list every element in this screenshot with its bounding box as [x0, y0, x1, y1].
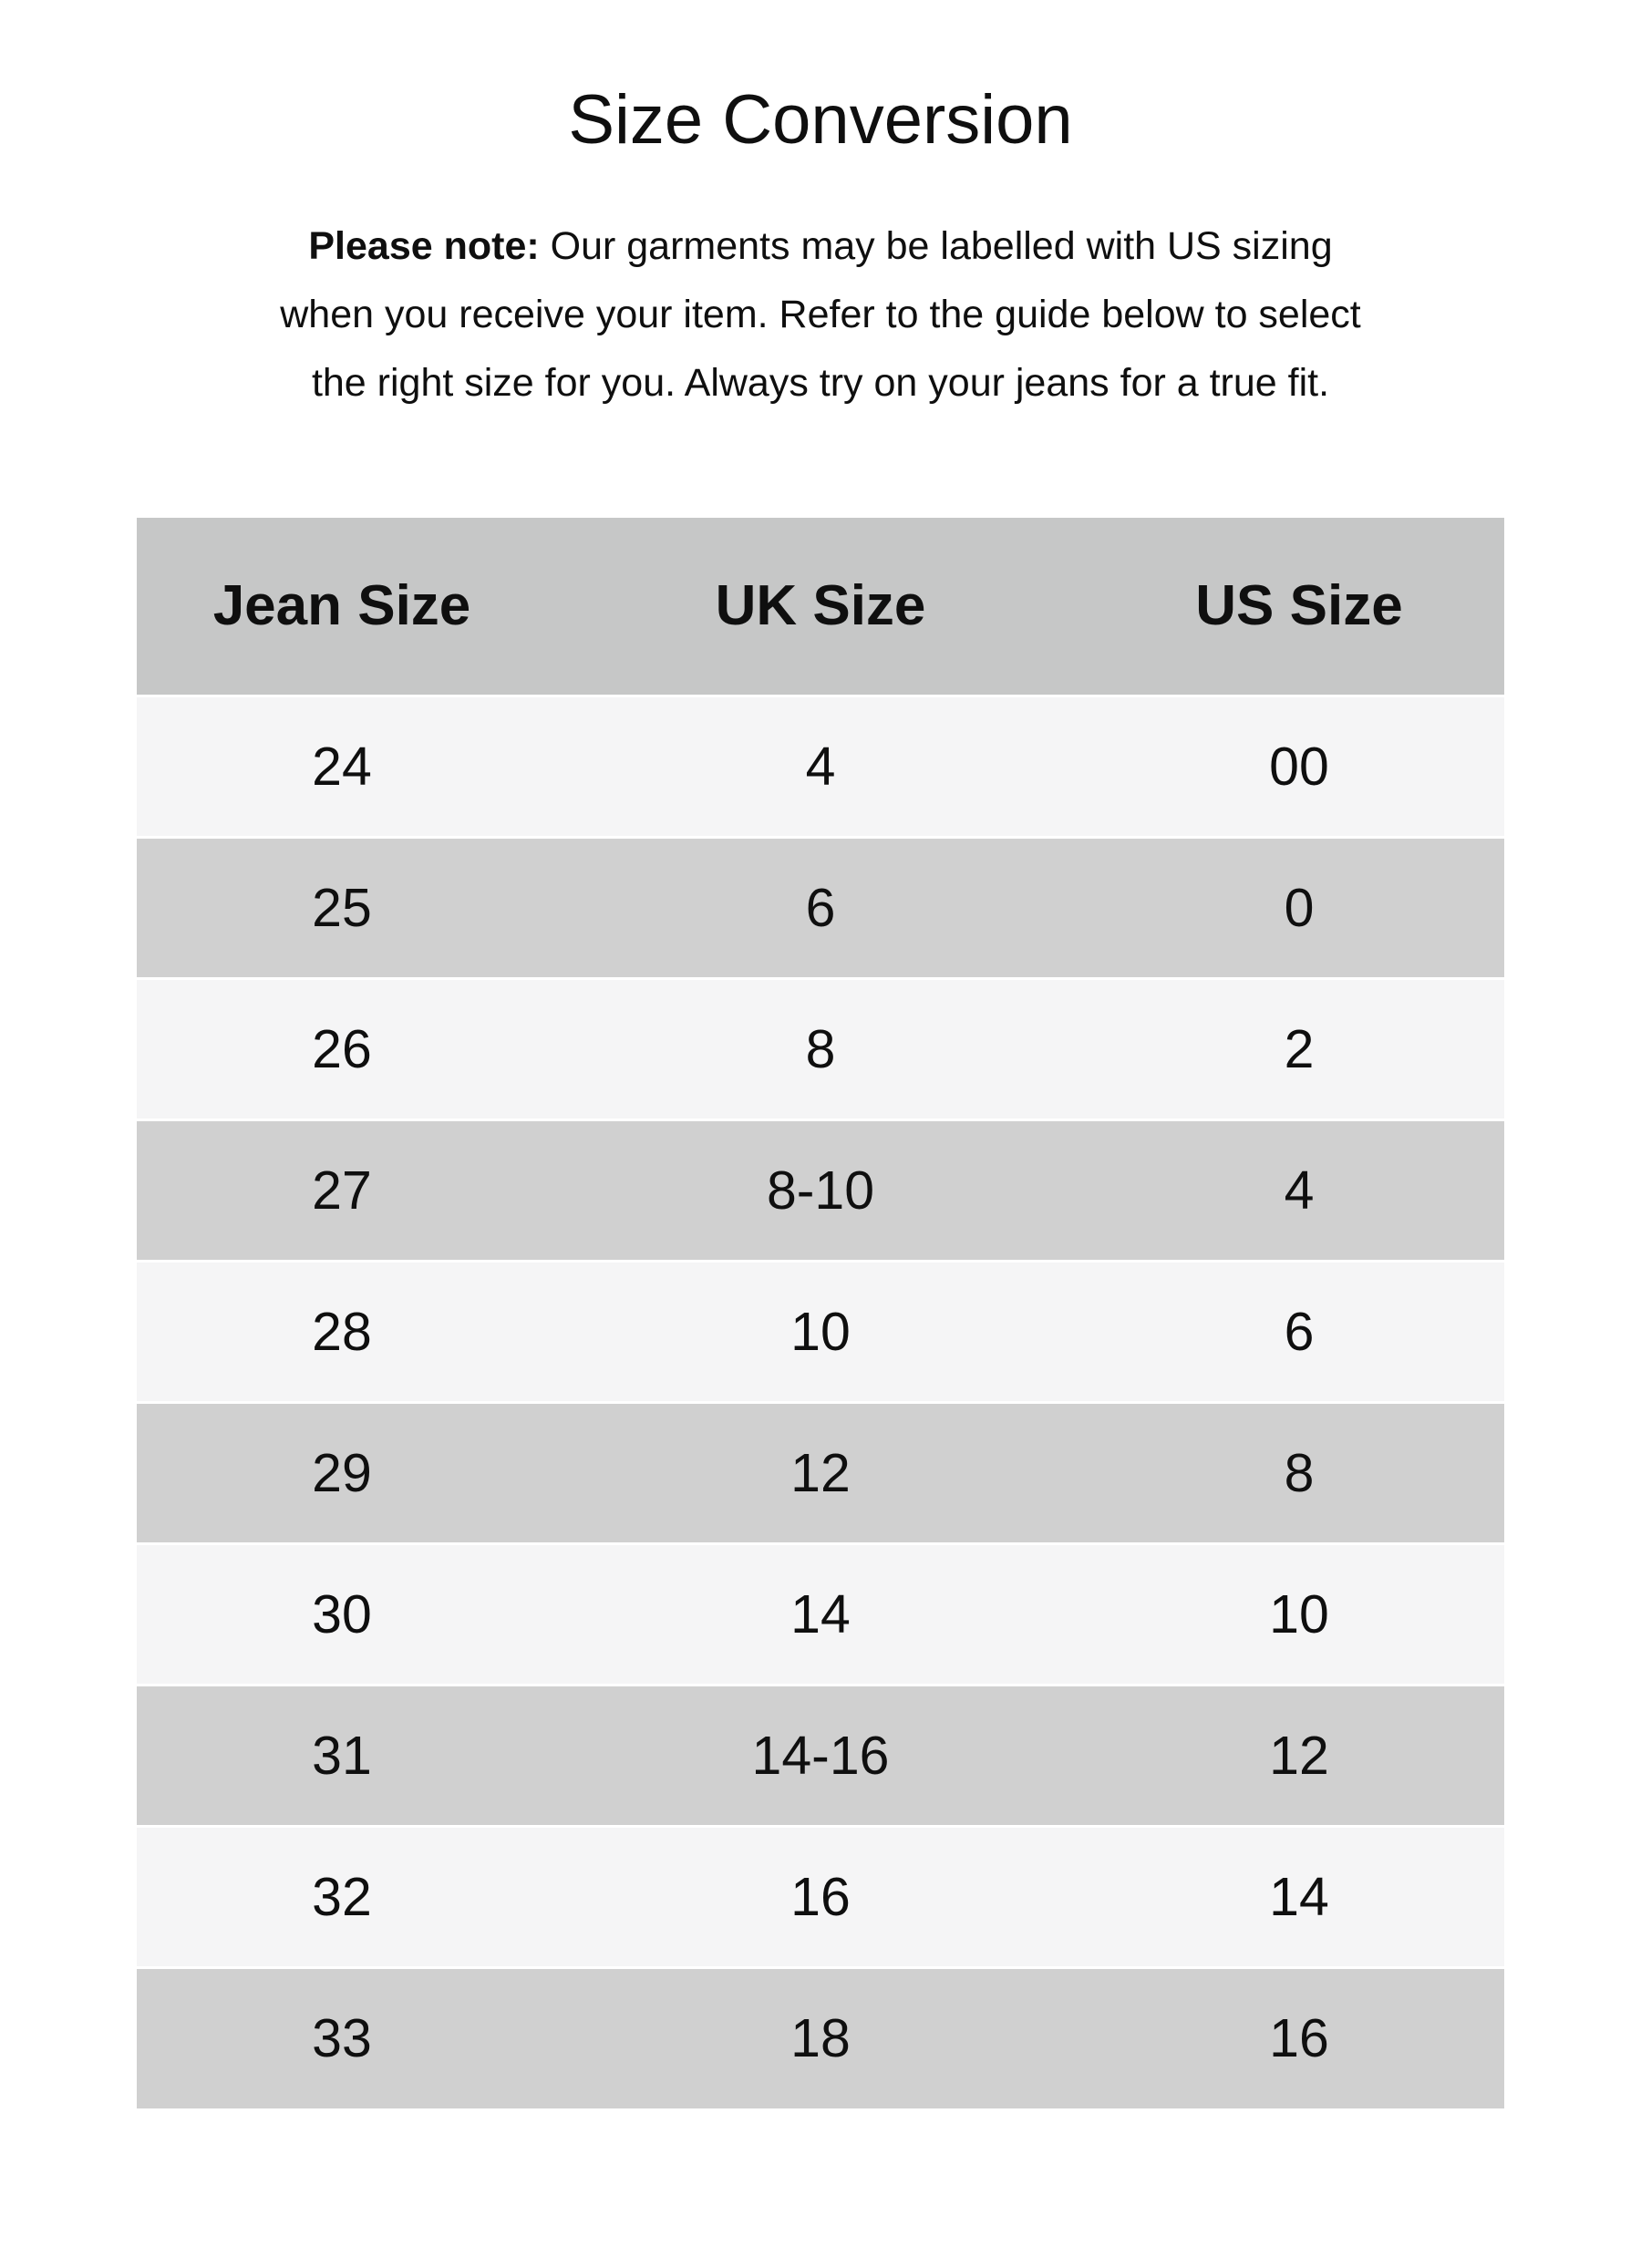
column-header-uk-size: UK Size [547, 518, 1094, 696]
column-header-us-size: US Size [1094, 518, 1504, 696]
column-header-jean-size: Jean Size [137, 518, 547, 696]
size-guide-page: Size Conversion Please note: Our garment… [0, 80, 1641, 2268]
uk-size-cell: 14 [547, 1541, 1094, 1685]
table-row: 24 4 00 [137, 694, 1504, 837]
uk-size-cell: 8-10 [547, 1118, 1094, 1261]
table-row: 30 14 10 [137, 1541, 1504, 1685]
uk-size-cell: 10 [547, 1259, 1094, 1402]
us-size-cell: 12 [1094, 1683, 1504, 1826]
table-row: 31 14-16 12 [137, 1683, 1504, 1826]
table-row: 27 8-10 4 [137, 1118, 1504, 1261]
note-line-1-text: Our garments may be labelled with US siz… [539, 224, 1333, 268]
us-size-cell: 10 [1094, 1541, 1504, 1685]
size-table-body: 24 4 00 25 6 0 26 8 2 27 8-10 4 28 10 6 … [137, 694, 1504, 2108]
jean-size-cell: 32 [137, 1824, 547, 1967]
table-header-row: Jean Size UK Size US Size [137, 518, 1504, 696]
uk-size-cell: 4 [547, 694, 1094, 837]
us-size-cell: 0 [1094, 835, 1504, 978]
uk-size-cell: 8 [547, 976, 1094, 1119]
table-row: 28 10 6 [137, 1259, 1504, 1402]
us-size-cell: 00 [1094, 694, 1504, 837]
jean-size-cell: 26 [137, 976, 547, 1119]
jean-size-cell: 33 [137, 1965, 547, 2108]
note-line-1: Please note: Our garments may be labelle… [137, 212, 1504, 281]
uk-size-cell: 12 [547, 1400, 1094, 1543]
jean-size-cell: 29 [137, 1400, 547, 1543]
note-paragraph: Please note: Our garments may be labelle… [137, 212, 1504, 418]
jean-size-cell: 30 [137, 1541, 547, 1685]
table-row: 25 6 0 [137, 835, 1504, 978]
jean-size-cell: 28 [137, 1259, 547, 1402]
us-size-cell: 16 [1094, 1965, 1504, 2108]
note-line-2: when you receive your item. Refer to the… [280, 293, 1361, 336]
jean-size-cell: 25 [137, 835, 547, 978]
jean-size-cell: 27 [137, 1118, 547, 1261]
uk-size-cell: 14-16 [547, 1683, 1094, 1826]
us-size-cell: 2 [1094, 976, 1504, 1119]
us-size-cell: 4 [1094, 1118, 1504, 1261]
jean-size-cell: 24 [137, 694, 547, 837]
us-size-cell: 14 [1094, 1824, 1504, 1967]
size-conversion-table: Jean Size UK Size US Size 24 4 00 25 6 0… [137, 518, 1504, 2108]
table-row: 32 16 14 [137, 1824, 1504, 1967]
uk-size-cell: 16 [547, 1824, 1094, 1967]
table-row: 26 8 2 [137, 976, 1504, 1119]
jean-size-cell: 31 [137, 1683, 547, 1826]
us-size-cell: 6 [1094, 1259, 1504, 1402]
us-size-cell: 8 [1094, 1400, 1504, 1543]
table-row: 29 12 8 [137, 1400, 1504, 1543]
uk-size-cell: 18 [547, 1965, 1094, 2108]
page-title: Size Conversion [568, 81, 1073, 159]
note-bold-label: Please note: [308, 224, 540, 268]
table-row: 33 18 16 [137, 1965, 1504, 2108]
note-line-3: the right size for you. Always try on yo… [311, 361, 1330, 405]
uk-size-cell: 6 [547, 835, 1094, 978]
